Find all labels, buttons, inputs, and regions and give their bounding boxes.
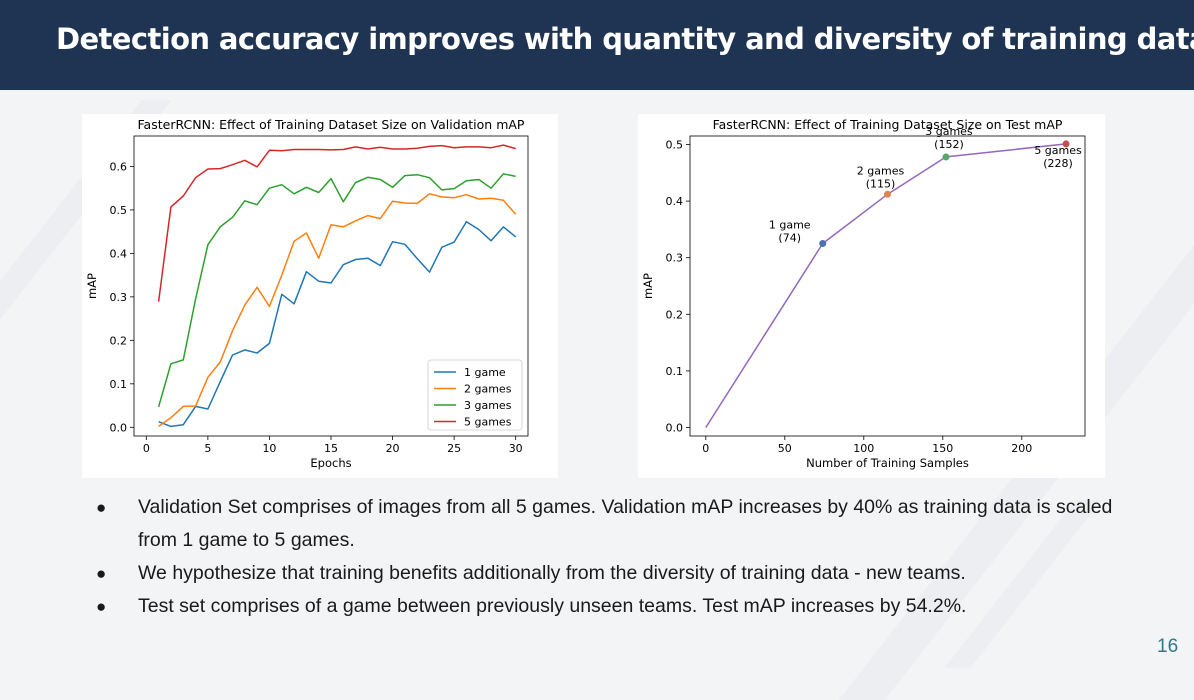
annotation-line: (74): [778, 232, 801, 245]
x-axis-label: Epochs: [310, 456, 351, 470]
y-tick-label: 0.1: [110, 378, 128, 391]
page-number: 16: [1157, 636, 1179, 657]
bullet-text: Test set comprises of a game between pre…: [138, 595, 967, 617]
point-annotation: 3 games (152): [925, 125, 973, 151]
x-tick-label: 200: [1011, 442, 1032, 455]
bullet-dot-icon: ●: [96, 597, 107, 616]
bullet-dot-icon: ●: [96, 564, 107, 583]
y-tick-label: 0.5: [666, 138, 684, 151]
y-axis-label: mAP: [641, 273, 655, 299]
y-tick-label: 0.3: [666, 252, 684, 265]
test-map-chart: 0 50 100 150 200 0.0 0.1 0.2 0.3 0.4 0.5 FasterRCNN…: [641, 117, 1086, 470]
legend-label: 1 game: [464, 366, 506, 379]
y-tick-label: 0.5: [110, 204, 128, 217]
x-tick-label: 15: [324, 442, 338, 455]
data-point: [884, 190, 891, 198]
annotation-line: 5 games: [1034, 144, 1082, 157]
x-tick-label: 30: [509, 442, 523, 455]
y-tick-label: 0.2: [666, 308, 684, 321]
y-axis-label: mAP: [85, 273, 99, 299]
x-axis-label: Number of Training Samples: [806, 456, 969, 470]
point-annotation: 2 games (115): [857, 164, 905, 190]
y-tick-label: 0.4: [666, 195, 684, 208]
bullet-dot-icon: ●: [96, 498, 107, 517]
x-tick-label: 20: [386, 442, 400, 455]
legend-label: 3 games: [464, 399, 512, 412]
legend-box: [427, 359, 523, 431]
x-tick-label: 25: [447, 442, 461, 455]
validation-map-chart: 0 5 10 15 20 25 30 0.0 0.1 0.2 0.3 0.4 0.5 0.6 FasterR…: [85, 117, 529, 470]
data-point: [942, 153, 950, 161]
chart-title: FasterRCNN: Effect of Training Dataset S…: [138, 117, 525, 132]
y-tick-label: 0.6: [110, 160, 128, 173]
point-annotation: 5 games (228): [1034, 144, 1082, 170]
series-line: [158, 220, 517, 428]
x-tick-label: 100: [853, 442, 874, 455]
annotation-line: 2 games: [857, 164, 905, 177]
point-annotation: 1 game (74): [769, 219, 811, 245]
plot-frame: [689, 135, 1086, 437]
annotation-line: 3 games: [925, 125, 973, 138]
y-tick-label: 0.3: [110, 291, 128, 304]
x-tick-label: 50: [778, 442, 792, 455]
bullet-item: ● We hypothesize that training benefits …: [90, 557, 1150, 590]
data-point: [819, 240, 827, 248]
slide-header: Detection accuracy improves with quantit…: [0, 0, 1194, 90]
y-tick-label: 0.2: [110, 334, 128, 347]
annotation-line: (115): [866, 177, 896, 190]
chart-title: FasterRCNN: Effect of Training Dataset S…: [713, 117, 1063, 132]
legend-label: 2 games: [464, 383, 512, 396]
bullet-text: We hypothesize that training benefits ad…: [138, 562, 966, 584]
x-tick-label: 10: [262, 442, 276, 455]
y-tick-label: 0.4: [110, 247, 128, 260]
y-tick-label: 0.1: [666, 365, 684, 378]
annotation-line: 1 game: [769, 219, 811, 232]
x-tick-label: 0: [143, 442, 150, 455]
bullet-item: ● Validation Set comprises of images fro…: [90, 491, 1150, 557]
annotation-line: (152): [934, 138, 964, 151]
test-chart-panel: 0 50 100 150 200 0.0 0.1 0.2 0.3 0.4 0.5 FasterRCNN…: [638, 114, 1105, 478]
x-tick-label: 150: [932, 442, 953, 455]
bullet-list: ● Validation Set comprises of images fro…: [90, 491, 1150, 623]
legend-label: 5 games: [464, 416, 512, 429]
x-tick-label: 0: [702, 442, 709, 455]
bullet-item: ● Test set comprises of a game between p…: [90, 590, 1150, 623]
y-tick-label: 0.0: [666, 422, 684, 435]
series-line: [157, 173, 516, 408]
validation-chart-panel: 0 5 10 15 20 25 30 0.0 0.1 0.2 0.3 0.4 0.5 0.6 FasterR…: [82, 114, 558, 478]
annotation-line: (228): [1043, 157, 1073, 170]
series-line: [158, 193, 517, 428]
series-line: [157, 144, 516, 302]
x-tick-label: 5: [204, 442, 211, 455]
data-point: [1062, 140, 1070, 148]
bullet-text: Validation Set comprises of images from …: [138, 496, 1113, 551]
slide-title: Detection accuracy improves with quantit…: [56, 22, 1194, 56]
y-tick-label: 0.0: [110, 421, 128, 434]
